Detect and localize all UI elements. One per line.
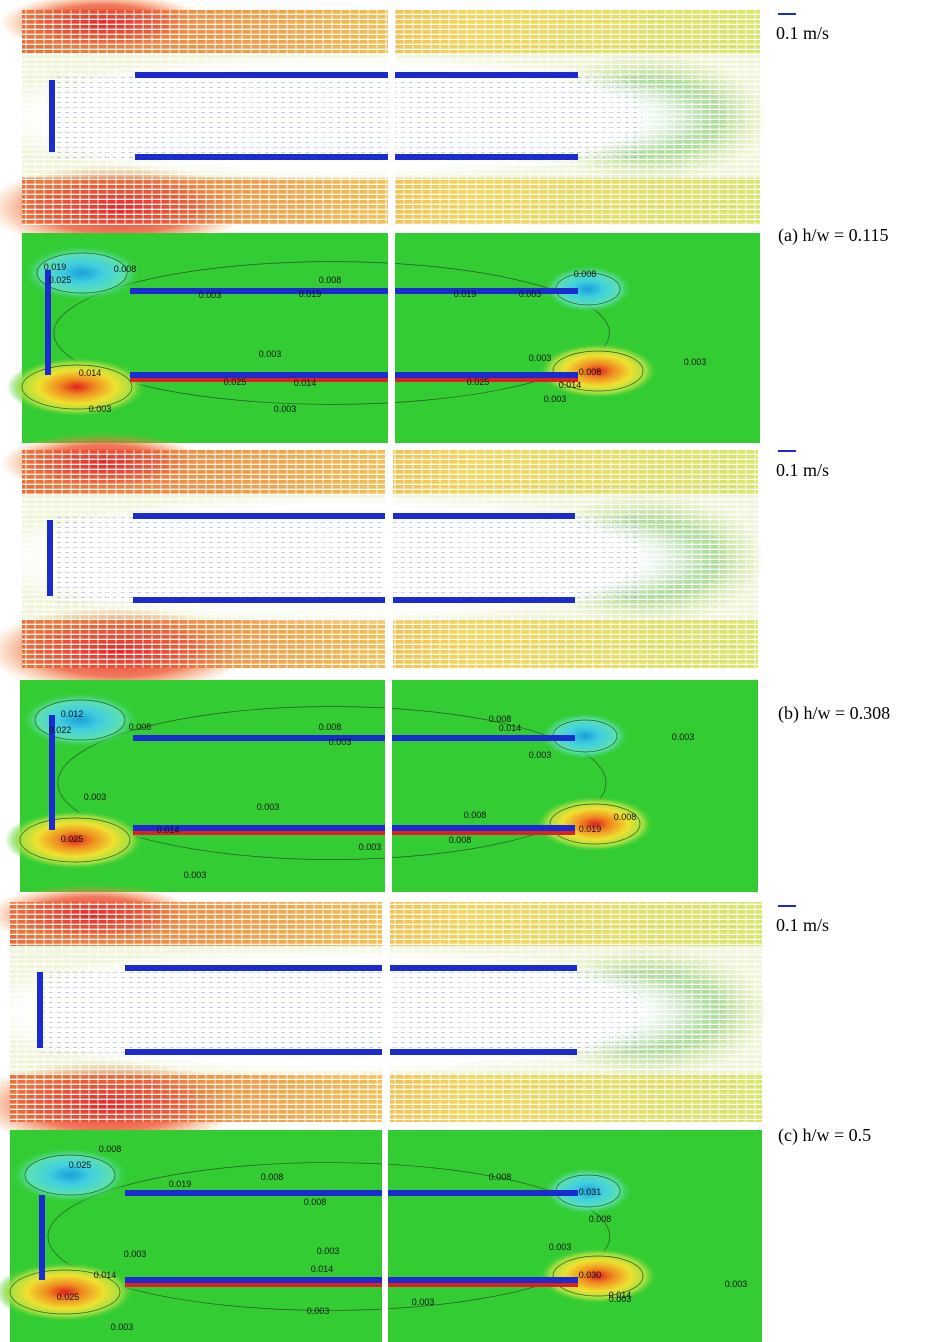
high-region [7, 357, 147, 417]
low-region [10, 1147, 130, 1203]
contour-label: 0.025 [49, 275, 72, 285]
contour-label: 0.003 [111, 1322, 134, 1332]
contour-label: 0.008 [589, 1214, 612, 1224]
contour-label: 0.025 [224, 377, 247, 387]
panel-gap [388, 231, 395, 445]
contour-label: 0.003 [684, 357, 707, 367]
contour-label: 0.003 [124, 1249, 147, 1259]
contour-label: 0.014 [499, 723, 522, 733]
building-wall [125, 1190, 578, 1196]
building-wall [47, 520, 53, 596]
contour-label: 0.008 [464, 810, 487, 820]
figure: 0.019 0.025 0.008 0.003 0.008 0.019 0.008 0.019… [0, 0, 931, 1342]
contour-label: 0.012 [61, 709, 84, 719]
panel-gap [385, 678, 392, 894]
contour-label: 0.014 [157, 825, 180, 835]
contour-label: 0.003 [307, 1306, 330, 1316]
contour-label: 0.019 [579, 824, 602, 834]
velocity-field [0, 0, 767, 251]
contour-label: 0.008 [489, 1172, 512, 1182]
panel-caption: (b) h/w = 0.308 [778, 703, 890, 724]
building-wall [125, 1049, 577, 1055]
contour-label: 0.014 [94, 1270, 117, 1280]
contour-label: 0.008 [319, 722, 342, 732]
contour-label: 0.003 [549, 1242, 572, 1252]
building-wall [39, 1195, 45, 1280]
building-wall [135, 154, 578, 160]
contour-label: 0.003 [544, 394, 567, 404]
contour-label: 0.031 [579, 1187, 602, 1197]
contour-label: 0.025 [61, 834, 84, 844]
contour-label: 0.025 [467, 377, 490, 387]
building-wall [49, 80, 55, 152]
contour-label: 0.022 [49, 725, 72, 735]
contour-label: 0.008 [304, 1197, 327, 1207]
contour-label: 0.008 [99, 1144, 122, 1154]
panel-gap [382, 1128, 388, 1342]
contour-label: 0.008 [574, 269, 597, 279]
velocity-field [0, 433, 765, 695]
panel-gap [382, 900, 390, 1124]
building-wall [135, 72, 578, 78]
contour-label: 0.019 [44, 262, 67, 272]
contour-label: 0.003 [199, 290, 222, 300]
contour-label: 0.003 [359, 842, 382, 852]
contour-label: 0.008 [614, 812, 637, 822]
building-wall [133, 825, 575, 831]
contour-label: 0.019 [169, 1179, 192, 1189]
contour-field: 0.019 0.025 0.008 0.003 0.008 0.019 0.008 0.019… [7, 233, 760, 443]
scale-label: 0.1 m/s [776, 915, 829, 935]
scale-label: 0.1 m/s [776, 460, 829, 480]
building-wall [130, 288, 578, 294]
building-wall [133, 735, 575, 741]
contour-label: 0.003 [274, 404, 297, 414]
contour-label: 0.008 [579, 367, 602, 377]
building-wall [45, 270, 51, 375]
scale-label: 0.1 m/s [776, 23, 829, 43]
panel-caption: (c) h/w = 0.5 [778, 1125, 871, 1146]
contour-label: 0.014 [294, 378, 317, 388]
contour-label: 0.003 [317, 1246, 340, 1256]
contour-field: 0.008 0.025 0.019 0.008 0.008 0.008 0.031 0.008… [0, 1130, 762, 1342]
low-region [20, 692, 140, 748]
panel-caption: (a) h/w = 0.115 [778, 225, 888, 246]
contour-label: 0.003 [529, 353, 552, 363]
contour-label: 0.003 [412, 1297, 435, 1307]
contour-label: 0.003 [259, 349, 282, 359]
contour-label: 0.025 [57, 1292, 80, 1302]
contour-label: 0.003 [184, 870, 207, 880]
contour-label: 0.025 [69, 1160, 92, 1170]
building-wall [133, 597, 575, 603]
building-wall [130, 372, 578, 378]
panel-gap [385, 448, 393, 670]
building-wall [37, 972, 43, 1048]
contour-label: 0.008 [319, 275, 342, 285]
contour-label: 0.019 [454, 289, 477, 299]
contour-label: 0.003 [672, 732, 695, 742]
panel-gap [388, 8, 395, 227]
contour-label: 0.008 [261, 1172, 284, 1182]
contour-field: 0.012 0.022 0.008 0.008 0.003 0.008 0.014 0.003… [5, 680, 758, 892]
contour-label: 0.030 [579, 1270, 602, 1280]
contour-label: 0.008 [449, 835, 472, 845]
contour-label: 0.014 [79, 368, 102, 378]
contour-label: 0.019 [299, 289, 322, 299]
contour-label: 0.003 [725, 1279, 748, 1289]
building-wall [133, 513, 575, 519]
contour-label: 0.008 [114, 264, 137, 274]
contour-label: 0.003 [519, 289, 542, 299]
contour-label: 0.008 [129, 722, 152, 732]
contour-label: 0.003 [84, 792, 107, 802]
contour-label: 0.014 [559, 380, 582, 390]
building-wall [125, 1277, 578, 1283]
contour-label: 0.003 [329, 737, 352, 747]
contour-label: 0.003 [529, 750, 552, 760]
contour-label: 0.014 [311, 1264, 334, 1274]
contour-label: 0.003 [609, 1294, 632, 1304]
contour-label: 0.003 [89, 404, 112, 414]
contour-label: 0.003 [257, 802, 280, 812]
building-wall [125, 965, 577, 971]
